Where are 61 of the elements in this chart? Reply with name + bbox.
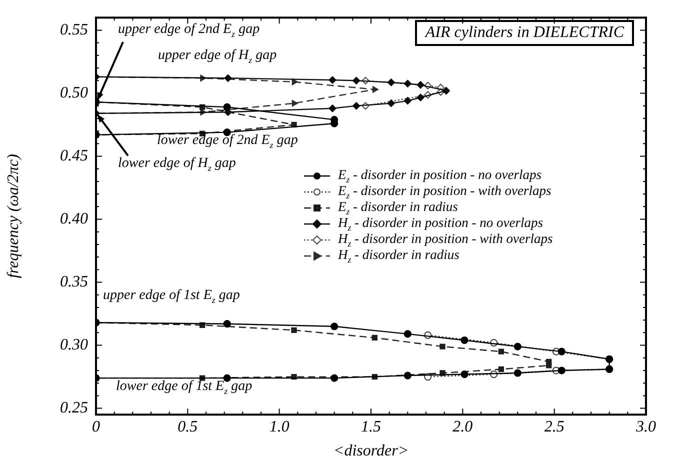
y-axis-title: frequency (ωa/2πc) [4, 154, 22, 278]
x-tick-label: 1.0 [269, 418, 290, 436]
point [328, 76, 336, 84]
point [352, 76, 360, 84]
x-tick-label: 0.5 [178, 418, 198, 436]
point [330, 322, 338, 330]
legend-label: H$_{z}$ - disorder in position - with overlaps [338, 231, 553, 249]
point [223, 320, 231, 328]
y-tick-label: 0.30 [60, 336, 88, 354]
annotation: lower edge of H$_{z}$ gap [118, 156, 236, 173]
y-tick-label: 0.35 [60, 273, 88, 290]
legend-label: E$_{z}$ - disorder in position - with overlaps [338, 183, 552, 201]
point [224, 74, 232, 82]
point [514, 342, 522, 350]
legend-label: E$_{z}$ - disorder in radius [338, 199, 458, 217]
point [498, 366, 504, 372]
point [498, 348, 504, 354]
legend-label: E$_{z}$ - disorder in position - no overlaps [338, 167, 542, 185]
point [440, 344, 446, 350]
x-tick-label: 1.5 [361, 418, 381, 436]
y-tick-label: 0.25 [60, 400, 88, 416]
point [372, 86, 378, 93]
point [387, 100, 395, 108]
point [292, 100, 298, 107]
annotation: lower edge of 2nd E$_{z}$ gap [157, 133, 298, 150]
point [546, 362, 552, 368]
chart-title: AIR cylinders in DIELECTRIC [415, 20, 634, 46]
point [558, 348, 566, 356]
annotation: upper edge of 2nd E$_{z}$ gap [118, 22, 260, 39]
point [223, 374, 231, 382]
point [404, 372, 412, 380]
point [372, 334, 378, 341]
point [404, 80, 412, 88]
x-tick-label: 0 [92, 418, 100, 436]
point [352, 102, 360, 110]
point [404, 96, 412, 105]
point [460, 370, 468, 378]
point [291, 327, 297, 333]
point [416, 94, 424, 102]
point [460, 336, 468, 344]
legend-label: H$_{z}$ - disorder in position - no overlaps [338, 215, 544, 233]
annotation: upper edge of 1st E$_{z}$ gap [103, 288, 240, 305]
y-tick-label: 0.50 [60, 84, 88, 102]
point [223, 103, 231, 111]
x-tick-label: 3.0 [635, 418, 656, 436]
annotation: lower edge of 1st E$_{z}$ gap [116, 379, 252, 396]
point [514, 369, 522, 377]
annotation: upper edge of H$_{z}$ gap [158, 48, 277, 65]
point [330, 374, 338, 382]
y-tick-label: 0.45 [60, 147, 88, 164]
point [416, 81, 424, 89]
legend-label: H$_{z}$ - disorder in radius [338, 247, 460, 265]
x-axis-title: <disorder> [333, 442, 409, 460]
x-tick-label: 2.5 [544, 418, 564, 436]
y-tick-label: 0.55 [60, 21, 88, 38]
x-tick-label: 2.0 [452, 418, 473, 436]
point [328, 104, 336, 112]
point [404, 330, 412, 338]
y-tick-label: 0.40 [60, 210, 88, 228]
point [387, 78, 395, 86]
point [558, 366, 566, 374]
